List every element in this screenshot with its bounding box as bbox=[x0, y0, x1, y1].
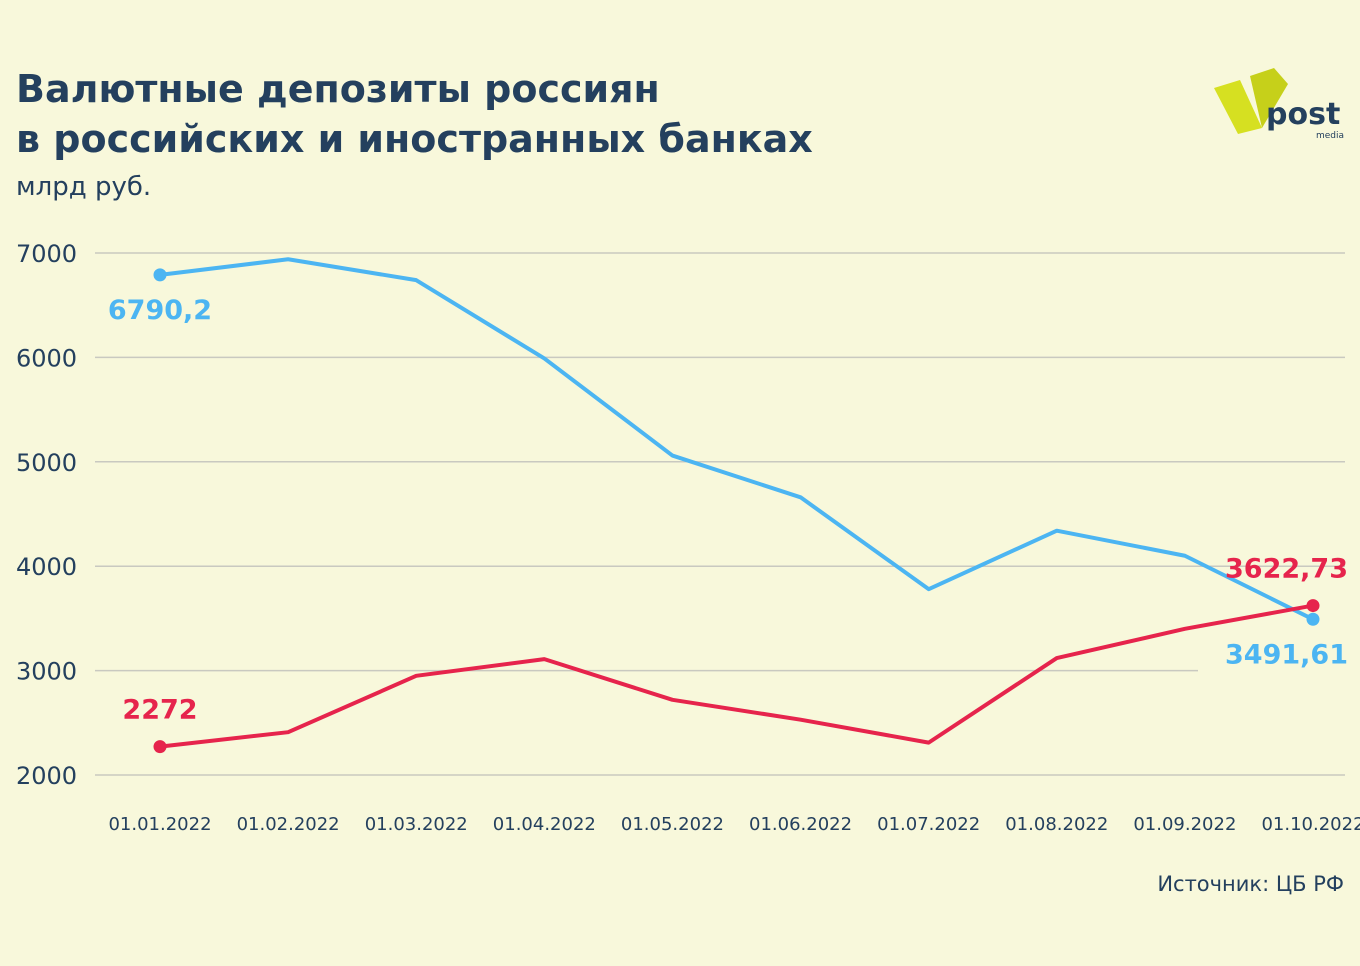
series-line-2 bbox=[158, 603, 1315, 749]
series-point-1 bbox=[1306, 612, 1320, 626]
x-tick-label: 01.10.2022 bbox=[1261, 814, 1360, 835]
series bbox=[153, 257, 1320, 754]
x-tick-label: 01.02.2022 bbox=[237, 814, 340, 835]
data-label: 3622,73 bbox=[1225, 554, 1348, 585]
data-label: 6790,2 bbox=[108, 295, 212, 326]
series-point-2 bbox=[153, 740, 167, 754]
data-label: 3491,61 bbox=[1225, 639, 1348, 670]
x-tick-label: 01.09.2022 bbox=[1133, 814, 1236, 835]
logo-text: post bbox=[1266, 97, 1340, 132]
y-tick-label-4000: 4000 bbox=[16, 553, 77, 581]
series-point-2 bbox=[1306, 599, 1320, 613]
chart-title-line-1: Валютные депозиты россиян bbox=[16, 67, 660, 111]
source-note: Источник: ЦБ РФ bbox=[1157, 872, 1344, 896]
x-tick-label: 01.05.2022 bbox=[621, 814, 724, 835]
chart-subtitle: млрд руб. bbox=[16, 172, 152, 202]
logo-shape-right bbox=[1250, 68, 1288, 128]
logo-shape-left bbox=[1214, 80, 1262, 134]
y-tick-label-7000: 7000 bbox=[16, 240, 77, 268]
y-tick-label-2000: 2000 bbox=[16, 762, 77, 790]
x-tick-label: 01.08.2022 bbox=[1005, 814, 1108, 835]
series-point-1 bbox=[153, 268, 167, 282]
y-axis-ticks: 2000 3000 4000 5000 6000 7000 bbox=[16, 240, 77, 790]
x-tick-label: 01.04.2022 bbox=[493, 814, 596, 835]
y-tick-label-5000: 5000 bbox=[16, 449, 77, 477]
y-tick-label-6000: 6000 bbox=[16, 344, 77, 372]
grid bbox=[95, 252, 1345, 776]
series-line-1 bbox=[158, 257, 1315, 622]
data-labels: 6790,2 3491,61 2272 3622,73 bbox=[108, 295, 1348, 726]
y-tick-label-3000: 3000 bbox=[16, 658, 77, 686]
x-tick-label: 01.06.2022 bbox=[749, 814, 852, 835]
data-label: 2272 bbox=[122, 695, 197, 726]
x-tick-label: 01.01.2022 bbox=[108, 814, 211, 835]
post-media-logo: post media bbox=[1214, 68, 1344, 141]
x-tick-label: 01.03.2022 bbox=[365, 814, 468, 835]
chart-title: Валютные депозиты россиян в российских и… bbox=[16, 64, 813, 164]
x-axis-ticks: 01.01.2022 01.02.2022 01.03.2022 01.04.2022… bbox=[108, 814, 1360, 835]
chart-title-line-2: в российских и иностранных банках bbox=[16, 117, 813, 161]
logo-subtext: media bbox=[1316, 131, 1344, 141]
x-tick-label: 01.07.2022 bbox=[877, 814, 980, 835]
